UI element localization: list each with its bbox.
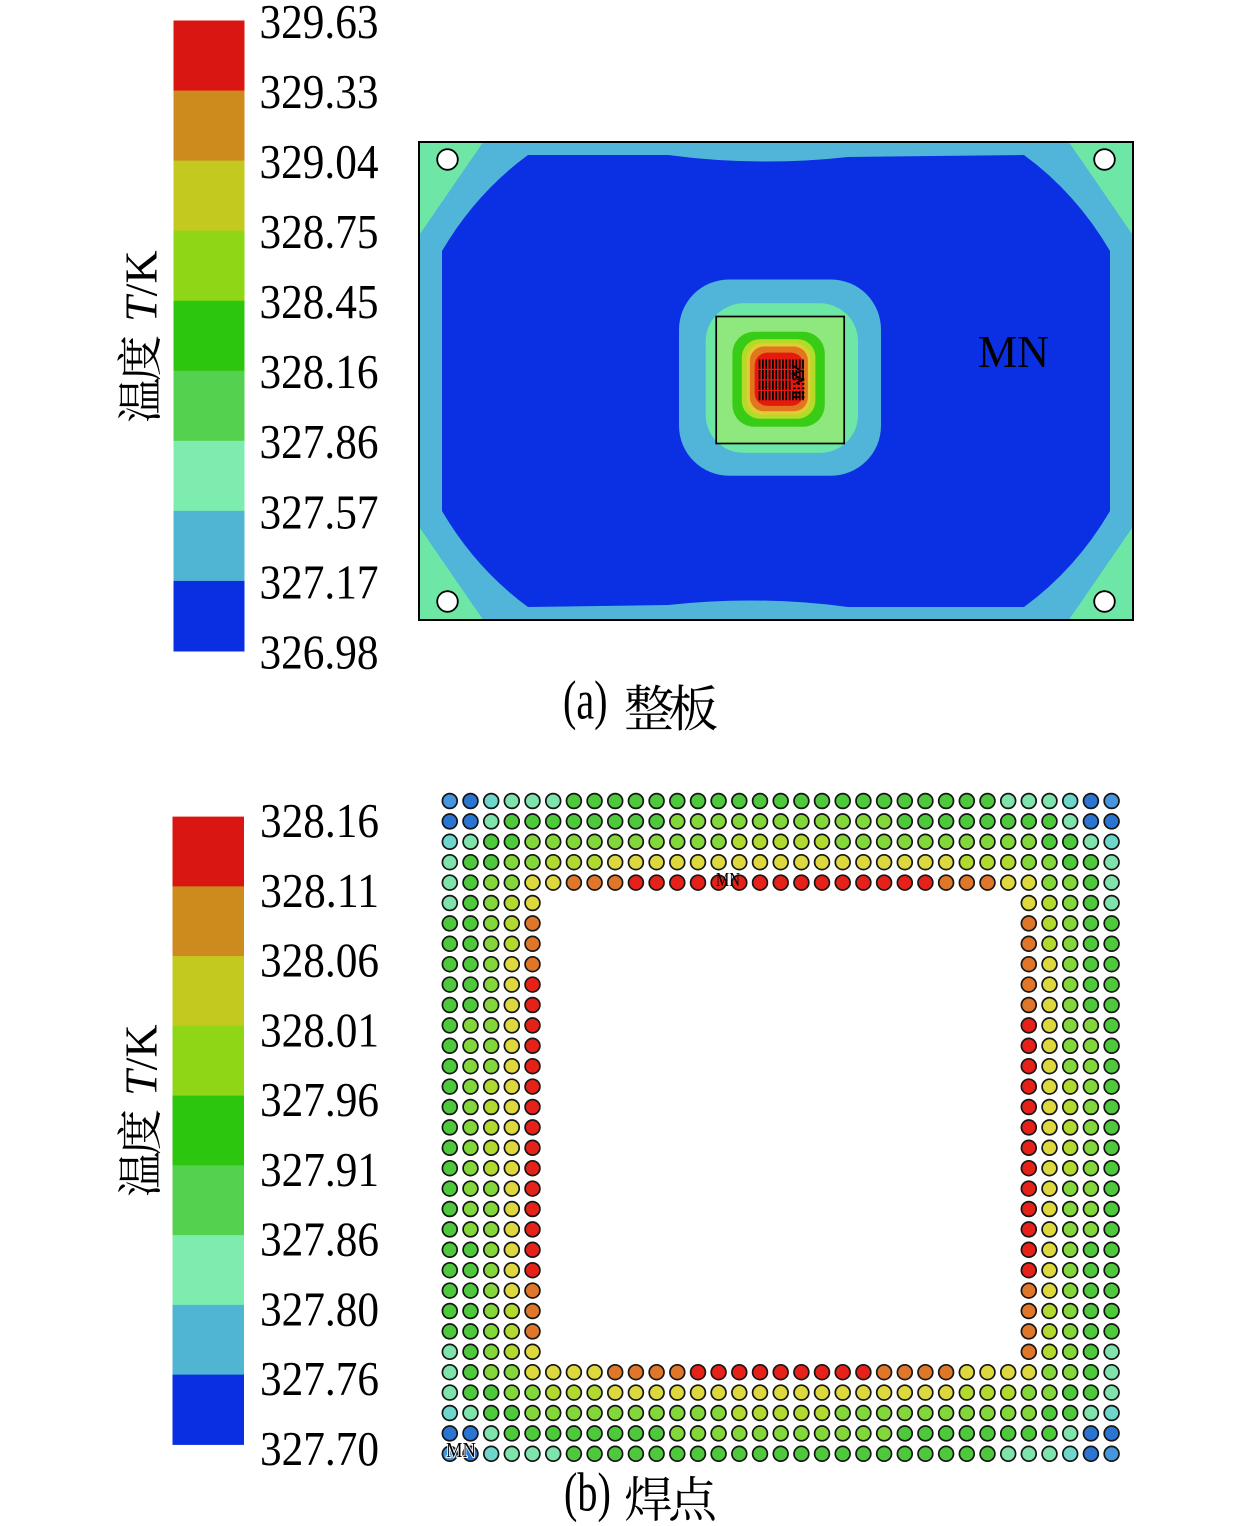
- svg-text:T/K: T/K: [116, 1024, 167, 1096]
- svg-text:329.63: 329.63: [260, 0, 379, 49]
- svg-text:328.75: 328.75: [260, 204, 379, 259]
- svg-text:329.04: 329.04: [260, 134, 379, 189]
- svg-text:328.06: 328.06: [260, 933, 379, 988]
- svg-text:MN: MN: [446, 1438, 476, 1462]
- svg-text:327.80: 327.80: [260, 1282, 379, 1337]
- svg-text:T/K: T/K: [116, 250, 167, 322]
- svg-text:329.33: 329.33: [260, 64, 379, 119]
- svg-text:326.98: 326.98: [260, 624, 379, 679]
- svg-text:(a): (a): [563, 671, 608, 732]
- svg-text:327.76: 327.76: [260, 1351, 379, 1406]
- svg-text:328.16: 328.16: [260, 793, 379, 848]
- svg-text:327.91: 327.91: [260, 1142, 379, 1197]
- svg-text:(b): (b): [564, 1463, 611, 1524]
- svg-text:327.96: 327.96: [260, 1072, 379, 1127]
- svg-text:328.11: 328.11: [260, 863, 379, 918]
- svg-text:327.17: 327.17: [260, 554, 379, 609]
- svg-text:MN: MN: [978, 326, 1049, 377]
- svg-text:328.45: 328.45: [260, 274, 379, 329]
- svg-text:328.01: 328.01: [260, 1003, 379, 1058]
- svg-text:328.16: 328.16: [260, 344, 379, 399]
- svg-text:327.86: 327.86: [260, 414, 379, 469]
- svg-text:MN: MN: [716, 869, 740, 891]
- svg-text:327.86: 327.86: [260, 1212, 379, 1267]
- svg-text:327.57: 327.57: [260, 484, 379, 539]
- svg-text:327.70: 327.70: [260, 1421, 379, 1476]
